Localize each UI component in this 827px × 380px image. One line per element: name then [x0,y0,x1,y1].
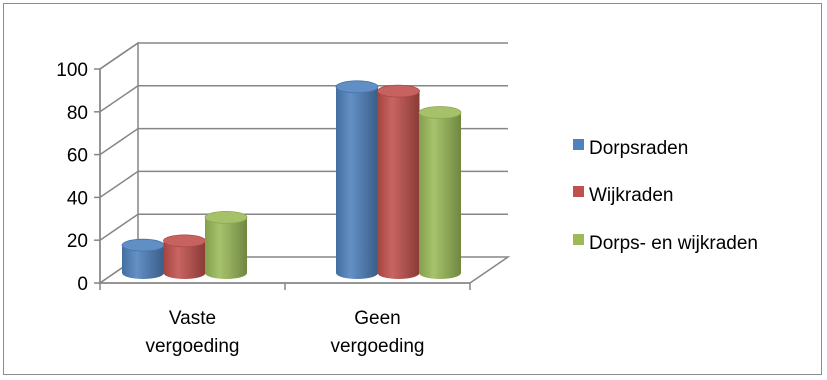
bar-top [335,80,379,94]
bar [163,234,206,279]
bar-body [419,112,461,279]
y-tick-label: 60 [67,146,88,167]
x-category-label: Geen vergoeding [330,308,424,357]
bar-body [205,217,247,279]
legend-label: Dorpsraden [589,138,688,159]
bar [418,106,462,279]
bar-top [377,84,420,98]
y-tick-label: 100 [56,60,88,81]
y-tick-label: 0 [77,274,88,295]
bar-body [336,86,378,279]
legend-entry: Dorpsraden [573,138,688,159]
bar-top [418,106,462,119]
y-axis: 0 20 40 60 80 100 [56,60,101,295]
y-tick-label: 40 [67,188,88,209]
y-tick-label: 20 [67,231,88,252]
bar-top [163,234,206,248]
gridline [99,42,508,70]
legend-entry: Wijkraden [573,185,673,206]
legend-swatch [573,234,584,245]
gridline [99,85,508,113]
bars [121,80,462,279]
legend-entry: Dorps- en wijkraden [573,233,758,254]
bar-body [122,245,164,279]
bar [121,238,165,279]
bar-top [121,238,165,252]
x-category-label: Vaste vergoeding [145,308,239,357]
y-tick-label: 80 [67,103,88,124]
bar-body [377,91,420,279]
bar [377,84,420,279]
legend-label: Dorps- en wijkraden [589,233,758,254]
bar-body [163,240,206,279]
legend: Dorpsraden Wijkraden Dorps- en wijkraden [573,138,758,254]
legend-swatch [573,139,584,150]
legend-label: Wijkraden [589,185,673,206]
x-axis: Vaste vergoeding Geen vergoeding [99,282,471,357]
bar [335,80,379,279]
legend-swatch [573,186,584,197]
bar-top [204,210,248,224]
bar [204,210,248,279]
